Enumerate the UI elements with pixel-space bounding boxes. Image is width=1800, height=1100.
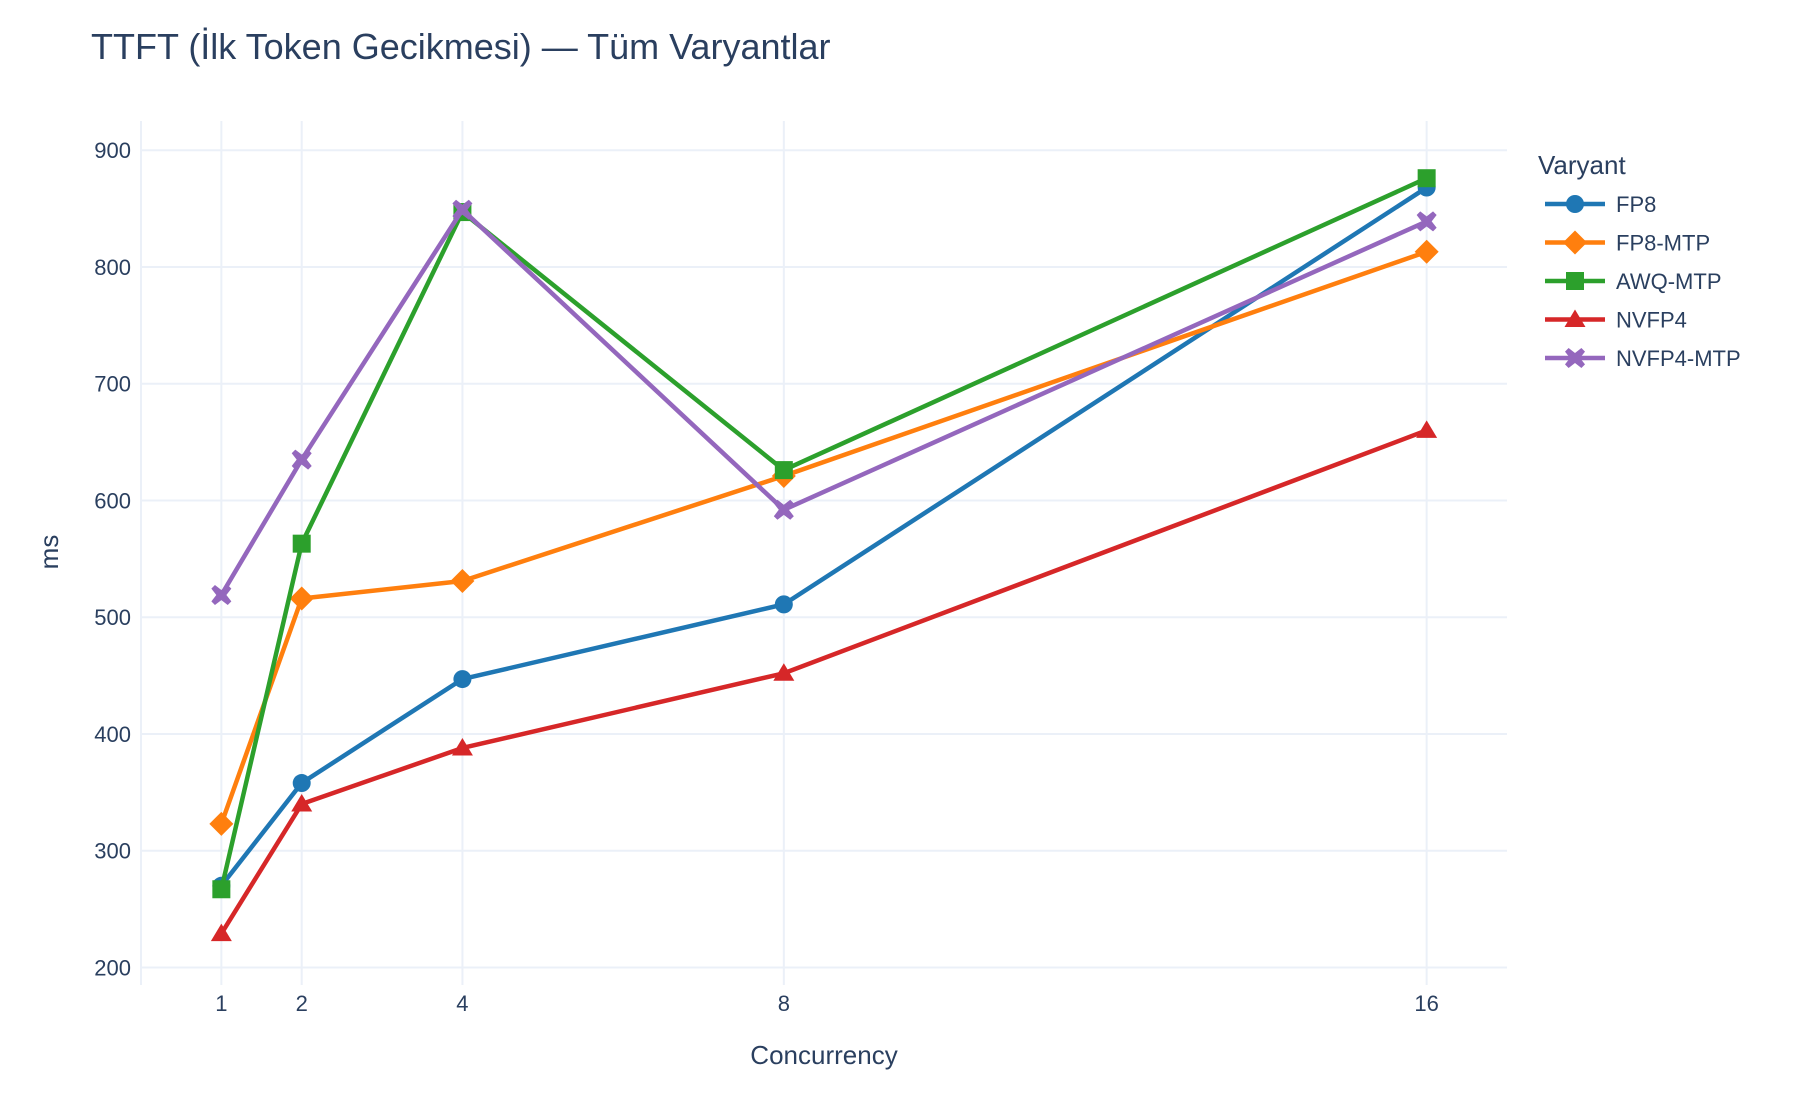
y-tick-label: 600 <box>94 488 131 513</box>
data-point <box>451 737 473 756</box>
chart-title: TTFT (İlk Token Gecikmesi) — Tüm Varyant… <box>91 26 831 67</box>
data-point <box>292 534 311 553</box>
x-axis-title: Concurrency <box>750 1040 897 1070</box>
y-tick-label: 900 <box>94 138 131 163</box>
y-tick-label: 300 <box>94 839 131 864</box>
legend-label: FP8 <box>1616 192 1656 217</box>
series-lines <box>209 169 1439 942</box>
legend-swatch-marker <box>1565 348 1585 368</box>
grid <box>141 121 1507 985</box>
series-nvfp4-mtp <box>211 199 1437 606</box>
legend[interactable]: Varyant FP8 FP8-MTP AWQ-MTP NVFP4 NVFP4-MTP <box>1538 150 1741 371</box>
legend-swatch-marker <box>1564 309 1586 327</box>
data-point <box>292 774 311 793</box>
data-point <box>452 199 473 220</box>
y-tick-label: 800 <box>94 255 131 280</box>
data-point <box>1414 239 1439 264</box>
legend-item-fp8-mtp[interactable]: FP8-MTP <box>1545 230 1710 256</box>
y-tick-label: 200 <box>94 955 131 980</box>
data-point <box>210 923 232 942</box>
legend-label: FP8-MTP <box>1616 231 1710 256</box>
legend-item-fp8[interactable]: FP8 <box>1545 192 1656 217</box>
series-line <box>219 185 1428 888</box>
data-point <box>212 880 231 899</box>
legend-swatch-marker <box>1566 195 1584 213</box>
series-nvfp4 <box>210 420 1438 942</box>
legend-label: NVFP4-MTP <box>1616 346 1741 371</box>
x-tick-label: 2 <box>296 991 308 1016</box>
legend-label: NVFP4 <box>1616 308 1687 333</box>
legend-title: Varyant <box>1538 150 1626 180</box>
data-point <box>453 670 472 689</box>
data-point <box>773 499 794 520</box>
data-point <box>774 595 793 614</box>
legend-swatch-marker <box>1563 230 1587 255</box>
series-awq-mtp <box>212 169 1436 899</box>
tick-labels: 200 300 400 500 600 700 800 900 1 2 4 8 16 <box>94 138 1439 1016</box>
x-tick-label: 4 <box>456 991 468 1016</box>
data-point <box>773 663 795 681</box>
y-tick-label: 700 <box>94 372 131 397</box>
data-point <box>289 586 314 611</box>
series-fp8-mtp <box>209 239 1439 836</box>
series-line <box>219 428 1428 935</box>
x-tick-label: 8 <box>778 991 790 1016</box>
data-point <box>1416 420 1438 438</box>
legend-item-awq-mtp[interactable]: AWQ-MTP <box>1545 269 1722 294</box>
series-line <box>219 176 1428 890</box>
data-point <box>209 811 234 836</box>
legend-item-nvfp4[interactable]: NVFP4 <box>1545 308 1687 333</box>
y-axis-title: ms <box>34 535 64 570</box>
y-tick-label: 500 <box>94 605 131 630</box>
legend-label: AWQ-MTP <box>1616 269 1722 294</box>
data-point <box>291 449 312 470</box>
x-tick-label: 16 <box>1414 991 1438 1016</box>
x-tick-label: 1 <box>215 991 227 1016</box>
data-point <box>450 569 475 594</box>
series-fp8 <box>212 178 1436 895</box>
legend-swatch-marker <box>1566 272 1584 290</box>
data-point <box>211 585 232 606</box>
data-point <box>291 794 313 812</box>
data-point <box>774 461 793 480</box>
legend-item-nvfp4-mtp[interactable]: NVFP4-MTP <box>1545 346 1741 371</box>
data-point <box>1416 211 1437 232</box>
y-tick-label: 400 <box>94 722 131 747</box>
data-point <box>1417 169 1436 188</box>
